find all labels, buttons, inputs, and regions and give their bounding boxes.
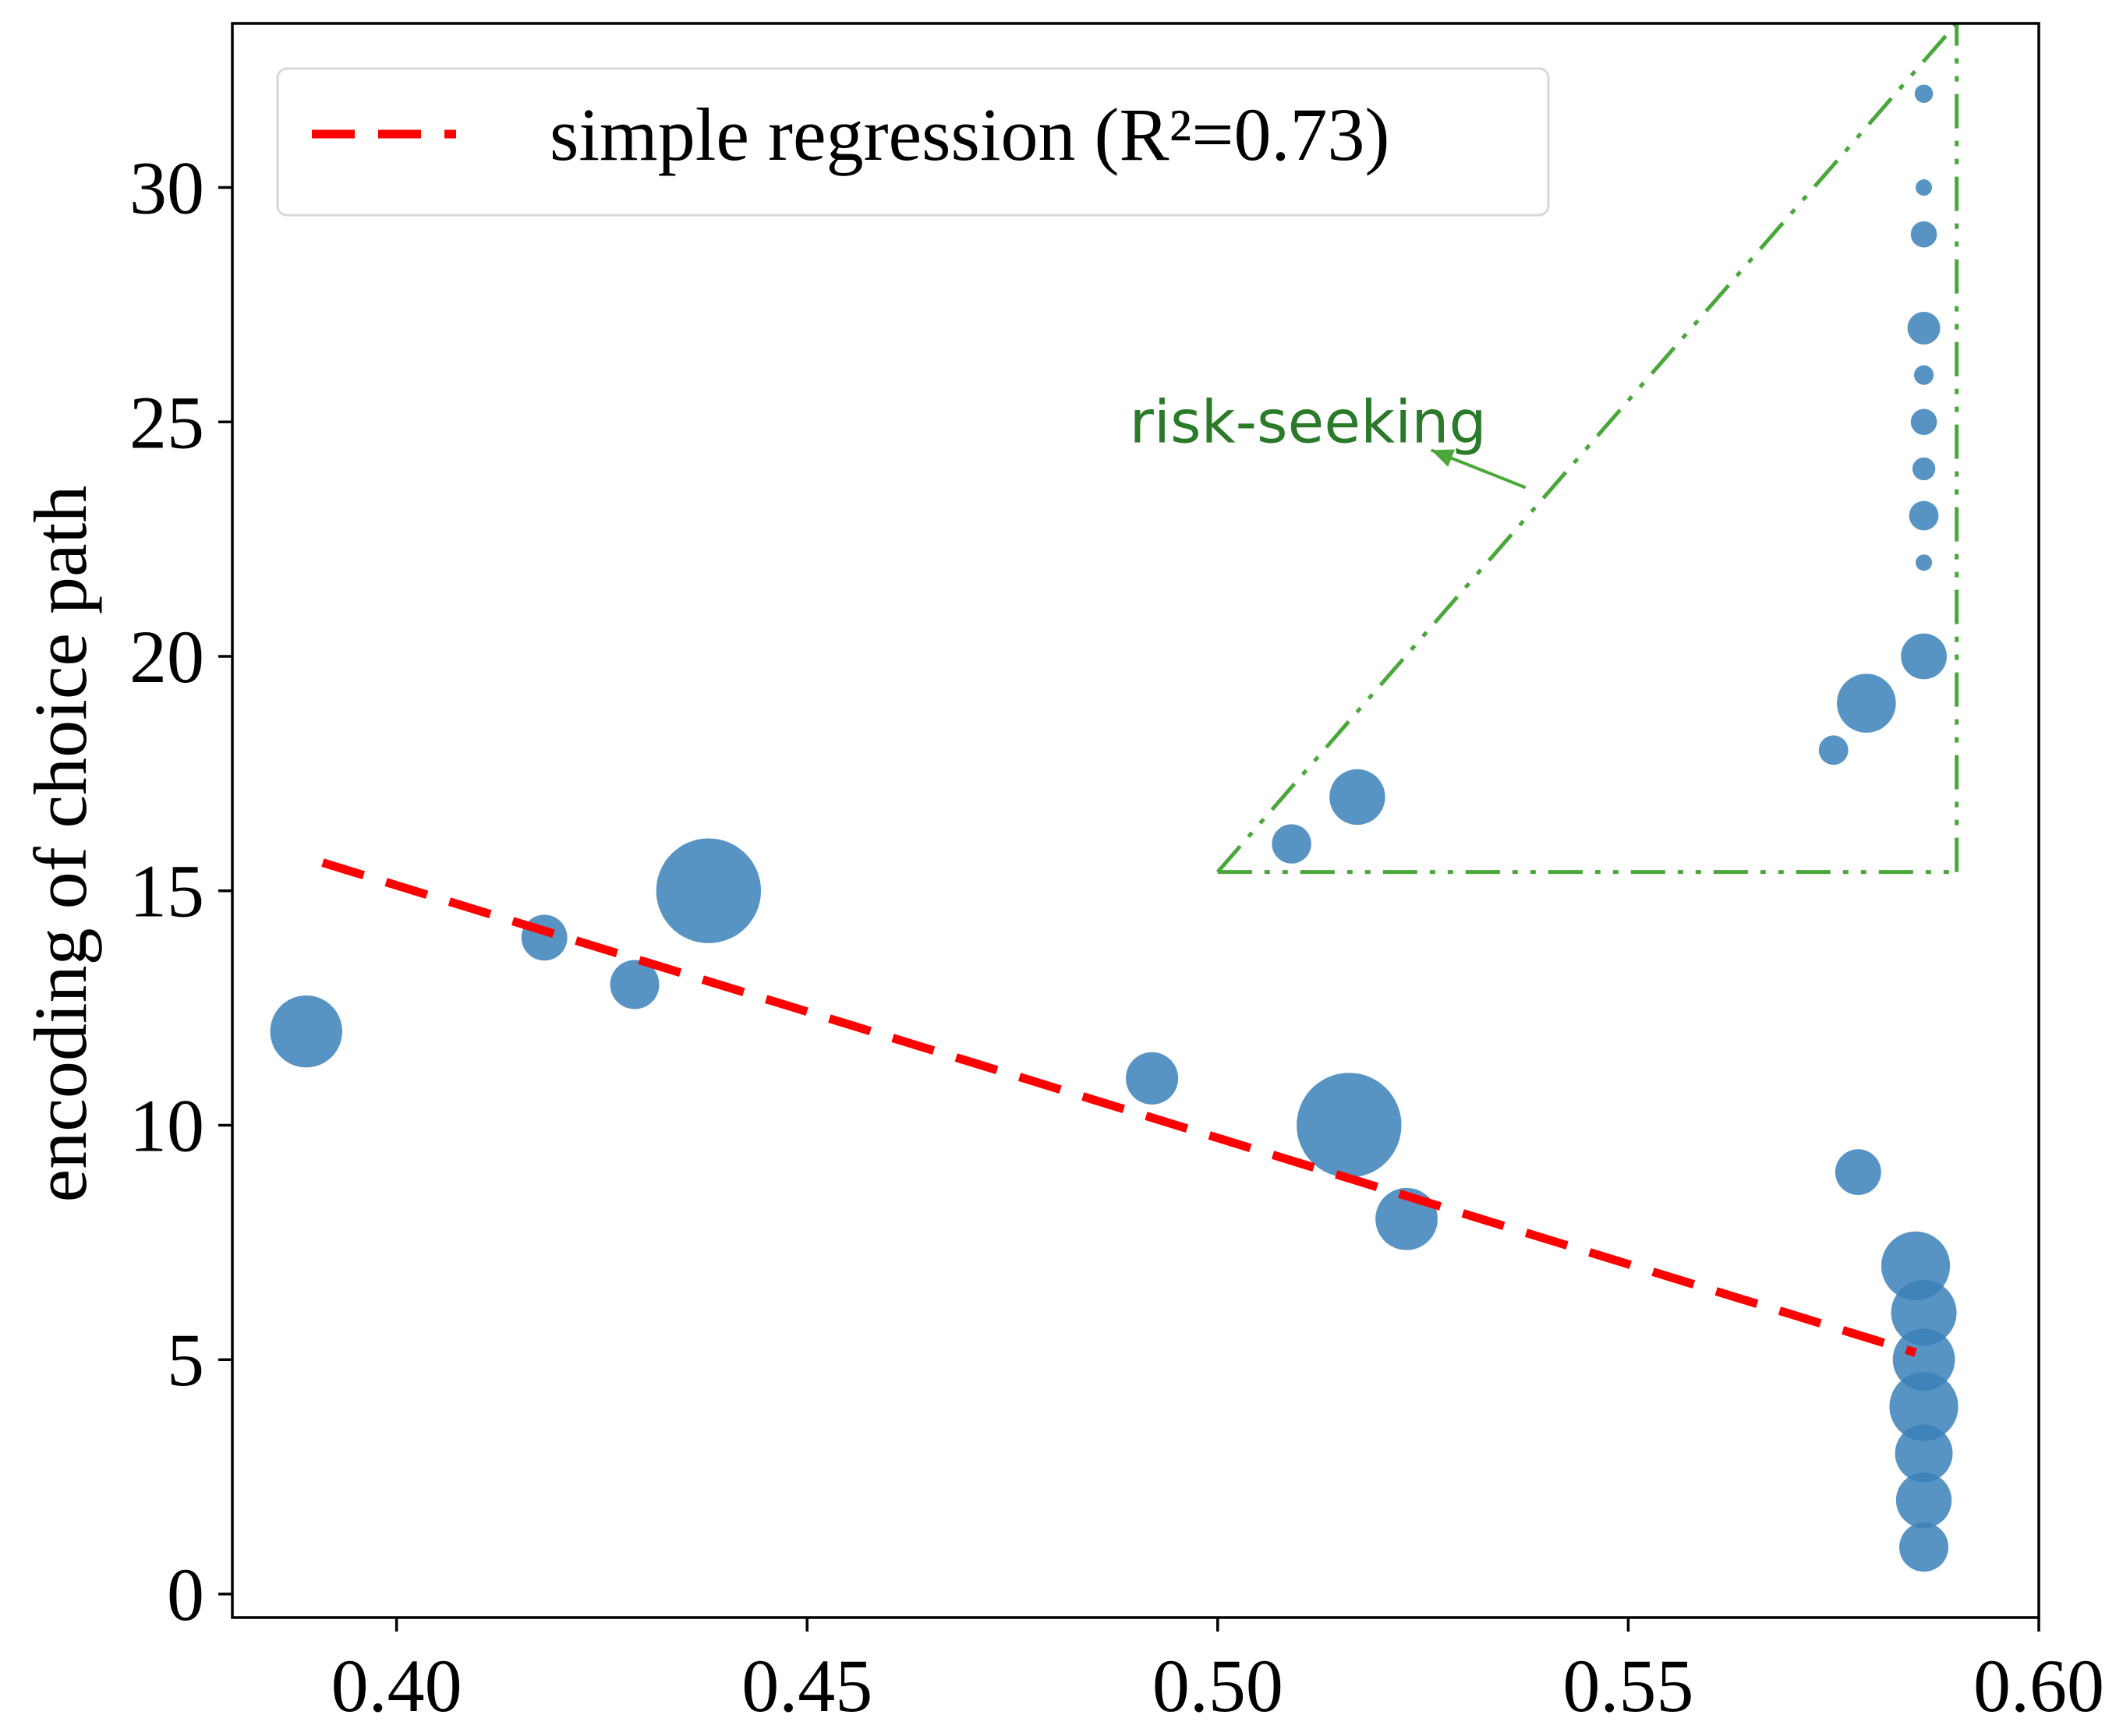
y-tick-label: 0 [167,1553,204,1636]
data-point [1895,1424,1953,1483]
x-tick-label: 0.50 [1152,1644,1283,1727]
data-point [1891,1280,1957,1346]
data-point [1907,311,1941,345]
x-tick-label: 0.60 [1973,1644,2104,1727]
legend: simple regression (R²=0.73) [276,67,1550,217]
legend-box [276,67,1550,217]
regression-line [321,858,1917,1357]
data-point [1913,365,1934,385]
y-tick-label: 25 [129,380,204,464]
x-tick-label: 0.55 [1562,1644,1693,1727]
data-point [1910,408,1937,436]
y-tick-label: 5 [167,1318,204,1402]
data-point [1899,1522,1949,1572]
annotation-layer [1215,22,1959,875]
data-point [1910,221,1937,248]
data-point [270,995,342,1068]
data-point [1895,1472,1952,1529]
x-axis-ticks: 0.40 0.45 0.50 0.55 0.60 [331,1618,2104,1727]
x-tick-label: 0.40 [331,1644,462,1727]
risk-seeking-region-hypotenuse [1215,22,1958,874]
data-point [1125,1052,1179,1105]
data-point [1892,1328,1955,1391]
data-point [1914,84,1934,103]
data-point [656,838,762,943]
y-tick-label: 15 [129,850,204,933]
y-axis-title: encoding of choice path [19,486,102,1203]
annotation-label: risk-seeking [1130,387,1487,456]
data-point [1916,554,1933,571]
data-point [1901,633,1947,680]
data-point [1916,179,1933,196]
regression-layer [321,858,1917,1357]
data-point [1272,824,1311,864]
data-point [1909,500,1939,531]
data-point [1889,1372,1958,1441]
points-layer [270,84,1958,1572]
y-tick-label: 10 [129,1084,204,1167]
data-point [1818,735,1849,765]
data-point [1912,457,1936,481]
y-tick-label: 20 [129,615,204,698]
legend-label-regression: simple regression (R²=0.73) [550,93,1389,176]
x-tick-label: 0.45 [741,1644,872,1727]
y-axis-ticks: 0 5 10 15 20 25 30 [129,147,232,1636]
annotation-arrow-head [1431,449,1456,467]
y-tick-label: 30 [129,147,204,230]
plot-frame [231,22,2040,1619]
data-point [610,960,660,1009]
data-point [1329,769,1385,826]
data-point [1837,674,1896,733]
data-point [1297,1073,1402,1178]
data-point [1835,1149,1881,1196]
